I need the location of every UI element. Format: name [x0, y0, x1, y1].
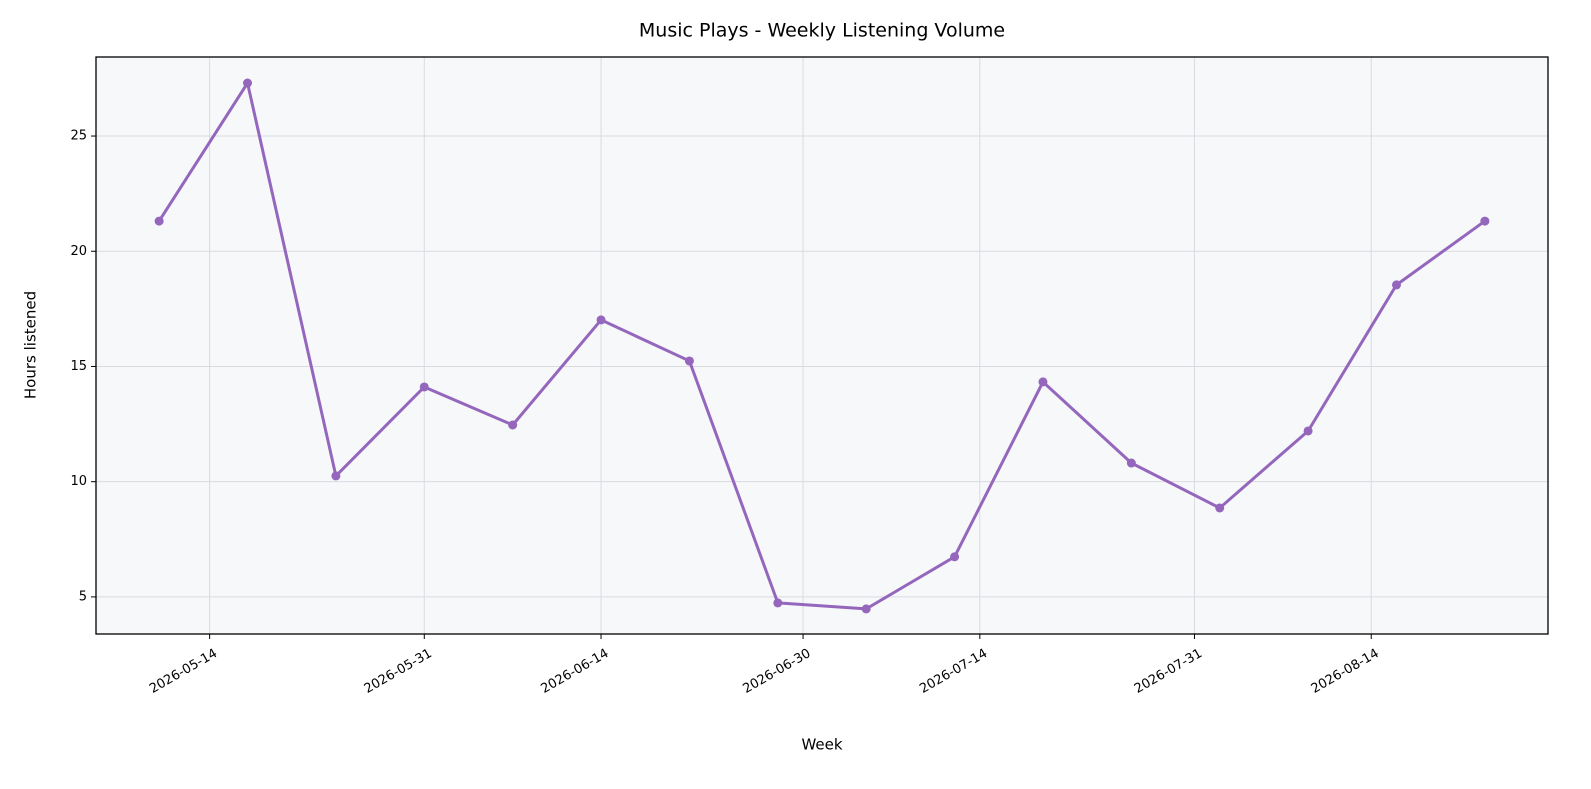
x-tick-label: 2026-05-14: [147, 646, 220, 697]
y-tick-label: 5: [79, 589, 87, 604]
series-line: [157, 81, 1486, 611]
data-point: [596, 315, 606, 325]
data-point: [243, 78, 253, 88]
data-point: [1391, 280, 1401, 290]
data-point: [861, 604, 871, 614]
y-tick-label: 20: [70, 244, 87, 259]
data-point: [1480, 216, 1490, 226]
y-tick-label: 10: [70, 474, 87, 489]
data-point: [1126, 458, 1136, 468]
data-point: [1038, 377, 1048, 387]
y-tick-label: 25: [70, 129, 87, 144]
data-point: [1215, 503, 1225, 513]
y-axis-label: Hours listened: [22, 291, 40, 399]
data-point: [1303, 426, 1313, 436]
data-point: [950, 552, 960, 562]
plot-frame: [95, 56, 1549, 635]
x-tick-label: 2026-08-14: [1309, 646, 1382, 697]
x-axis-label: Week: [801, 736, 842, 754]
x-tick-label: 2026-07-31: [1132, 646, 1205, 697]
data-point: [508, 420, 518, 430]
data-point: [773, 598, 783, 608]
data-point: [331, 471, 341, 481]
x-tick-label: 2026-05-31: [362, 646, 435, 697]
y-tick-label: 15: [70, 359, 87, 374]
x-tick-label: 2026-06-14: [539, 646, 612, 697]
data-point: [419, 382, 429, 392]
data-point: [684, 356, 694, 366]
x-tick-label: 2026-06-30: [741, 646, 814, 697]
x-tick-label: 2026-07-14: [917, 646, 990, 697]
data-point: [154, 216, 164, 226]
plot-area: [96, 57, 1548, 634]
chart-title: Music Plays - Weekly Listening Volume: [639, 20, 1005, 42]
